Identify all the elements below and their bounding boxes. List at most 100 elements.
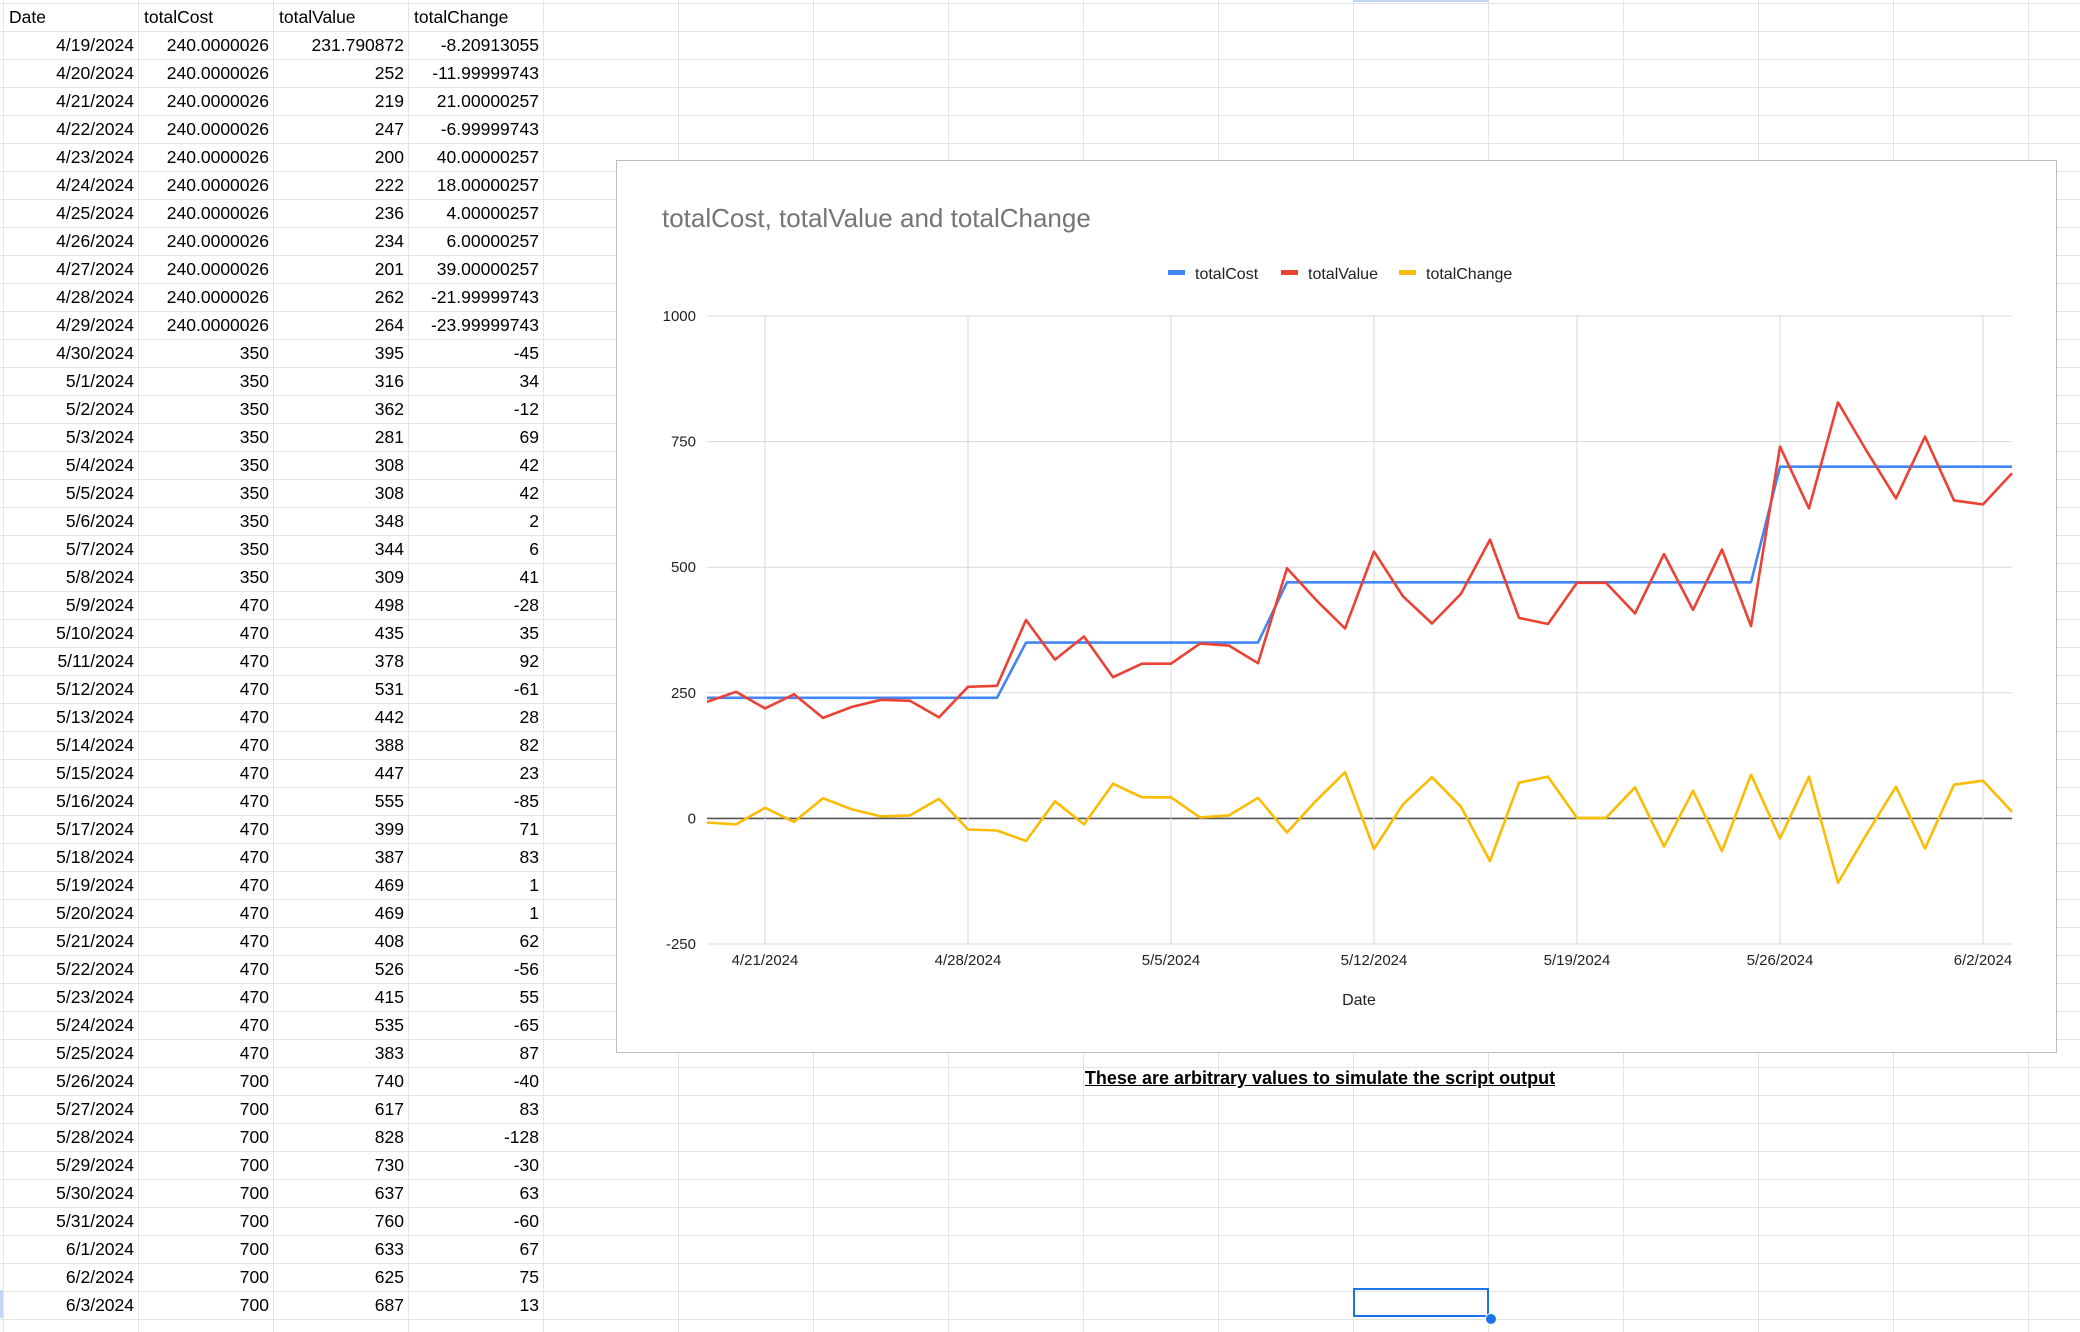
data-cell[interactable]: 350 xyxy=(239,427,269,447)
data-cell[interactable]: 5/23/2024 xyxy=(56,987,134,1007)
data-cell[interactable]: 4/21/2024 xyxy=(56,91,134,111)
data-cell[interactable]: 470 xyxy=(239,679,269,699)
data-cell[interactable]: 34 xyxy=(519,371,539,391)
data-cell[interactable]: 5/26/2024 xyxy=(56,1071,134,1091)
data-cell[interactable]: 6/3/2024 xyxy=(65,1295,134,1315)
data-cell[interactable]: 469 xyxy=(374,875,404,895)
data-cell[interactable]: 1 xyxy=(529,875,539,895)
data-cell[interactable]: 308 xyxy=(374,483,404,503)
data-cell[interactable]: 308 xyxy=(374,455,404,475)
data-cell[interactable]: 5/3/2024 xyxy=(65,427,134,447)
data-cell[interactable]: 55 xyxy=(519,987,539,1007)
data-cell[interactable]: 39.00000257 xyxy=(436,259,539,279)
fill-handle[interactable] xyxy=(1485,1313,1497,1325)
data-cell[interactable]: 350 xyxy=(239,343,269,363)
data-cell[interactable]: -65 xyxy=(513,1015,539,1035)
data-cell[interactable]: 1 xyxy=(529,903,539,923)
data-cell[interactable]: 28 xyxy=(519,707,539,727)
data-cell[interactable]: 4/28/2024 xyxy=(56,287,134,307)
data-cell[interactable]: 395 xyxy=(374,343,404,363)
header-cell[interactable]: Date xyxy=(9,7,46,27)
data-cell[interactable]: -128 xyxy=(503,1127,539,1147)
data-cell[interactable]: 62 xyxy=(519,931,539,951)
data-cell[interactable]: 41 xyxy=(519,567,539,587)
data-cell[interactable]: 240.0000026 xyxy=(166,231,269,251)
data-cell[interactable]: 83 xyxy=(519,847,539,867)
data-cell[interactable]: 388 xyxy=(374,735,404,755)
data-cell[interactable]: 350 xyxy=(239,511,269,531)
note-text[interactable]: These are arbitrary values to simulate t… xyxy=(1084,1068,1556,1088)
data-cell[interactable]: 5/11/2024 xyxy=(57,651,134,671)
data-cell[interactable]: 240.0000026 xyxy=(166,35,269,55)
data-cell[interactable]: 5/2/2024 xyxy=(65,399,134,419)
data-cell[interactable]: 219 xyxy=(374,91,404,111)
data-cell[interactable]: -61 xyxy=(513,679,539,699)
data-cell[interactable]: 18.00000257 xyxy=(436,175,539,195)
data-cell[interactable]: 435 xyxy=(374,623,404,643)
data-cell[interactable]: 470 xyxy=(239,651,269,671)
data-cell[interactable]: 5/8/2024 xyxy=(65,567,134,587)
data-cell[interactable]: 535 xyxy=(374,1015,404,1035)
data-cell[interactable]: 399 xyxy=(374,819,404,839)
data-cell[interactable]: 470 xyxy=(239,875,269,895)
data-cell[interactable]: 415 xyxy=(374,987,404,1007)
data-cell[interactable]: 470 xyxy=(239,847,269,867)
data-cell[interactable]: 42 xyxy=(519,455,539,475)
line-chart[interactable]: totalCost, totalValue and totalChange tot… xyxy=(616,160,2057,1053)
data-cell[interactable]: 5/22/2024 xyxy=(56,959,134,979)
data-cell[interactable]: 4.00000257 xyxy=(446,203,539,223)
data-cell[interactable]: 470 xyxy=(239,707,269,727)
data-cell[interactable]: 240.0000026 xyxy=(166,259,269,279)
data-cell[interactable]: 344 xyxy=(374,539,404,559)
data-cell[interactable]: 350 xyxy=(239,371,269,391)
data-cell[interactable]: 35 xyxy=(519,623,539,643)
data-cell[interactable]: 42 xyxy=(519,483,539,503)
data-cell[interactable]: 234 xyxy=(374,231,404,251)
data-cell[interactable]: 240.0000026 xyxy=(166,175,269,195)
data-cell[interactable]: -60 xyxy=(513,1211,539,1231)
data-cell[interactable]: 5/16/2024 xyxy=(56,791,134,811)
data-cell[interactable]: 470 xyxy=(239,819,269,839)
data-cell[interactable]: 4/25/2024 xyxy=(56,203,134,223)
data-cell[interactable]: 5/9/2024 xyxy=(65,595,134,615)
data-cell[interactable]: 700 xyxy=(239,1295,269,1315)
data-cell[interactable]: -21.99999743 xyxy=(430,287,539,307)
data-cell[interactable]: -30 xyxy=(513,1155,539,1175)
data-cell[interactable]: 200 xyxy=(374,147,404,167)
data-cell[interactable]: 240.0000026 xyxy=(166,287,269,307)
data-cell[interactable]: 4/24/2024 xyxy=(56,175,134,195)
data-cell[interactable]: 633 xyxy=(374,1239,404,1259)
data-cell[interactable]: 470 xyxy=(239,763,269,783)
data-cell[interactable]: 5/7/2024 xyxy=(65,539,134,559)
data-cell[interactable]: 247 xyxy=(374,119,404,139)
data-cell[interactable]: 240.0000026 xyxy=(166,315,269,335)
data-cell[interactable]: 5/20/2024 xyxy=(56,903,134,923)
data-cell[interactable]: 281 xyxy=(374,427,404,447)
data-cell[interactable]: 470 xyxy=(239,791,269,811)
data-cell[interactable]: 5/21/2024 xyxy=(56,931,134,951)
data-cell[interactable]: 83 xyxy=(519,1099,539,1119)
data-cell[interactable]: 264 xyxy=(374,315,404,335)
data-cell[interactable]: 82 xyxy=(519,735,539,755)
data-cell[interactable]: 5/29/2024 xyxy=(56,1155,134,1175)
data-cell[interactable]: 5/1/2024 xyxy=(65,371,134,391)
data-cell[interactable]: 5/30/2024 xyxy=(56,1183,134,1203)
data-cell[interactable]: 362 xyxy=(374,399,404,419)
data-cell[interactable]: 5/5/2024 xyxy=(65,483,134,503)
data-cell[interactable]: 236 xyxy=(374,203,404,223)
data-cell[interactable]: 348 xyxy=(374,511,404,531)
data-cell[interactable]: 470 xyxy=(239,903,269,923)
data-cell[interactable]: 252 xyxy=(374,63,404,83)
data-cell[interactable]: 740 xyxy=(374,1071,404,1091)
data-cell[interactable]: 470 xyxy=(239,1043,269,1063)
data-cell[interactable]: -8.20913055 xyxy=(440,35,539,55)
data-cell[interactable]: 4/29/2024 xyxy=(56,315,134,335)
data-cell[interactable]: 5/13/2024 xyxy=(56,707,134,727)
data-cell[interactable]: 5/27/2024 xyxy=(56,1099,134,1119)
data-cell[interactable]: -12 xyxy=(513,399,539,419)
data-cell[interactable]: 6.00000257 xyxy=(446,231,539,251)
data-cell[interactable]: 387 xyxy=(374,847,404,867)
data-cell[interactable]: 828 xyxy=(374,1127,404,1147)
data-cell[interactable]: 470 xyxy=(239,1015,269,1035)
data-cell[interactable]: 4/22/2024 xyxy=(56,119,134,139)
